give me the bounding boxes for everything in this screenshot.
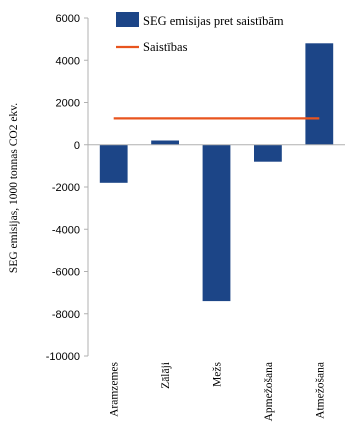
- y-tick-label: 0: [74, 140, 80, 152]
- bars-group: [99, 43, 334, 302]
- y-tick-label: 6000: [56, 13, 80, 25]
- y-tick-label: -2000: [52, 182, 80, 194]
- y-tick-label: 2000: [56, 98, 80, 110]
- y-tick-label: -10000: [46, 351, 80, 363]
- x-category-label: Mežs: [212, 361, 224, 386]
- legend: SEG emisijas pret saistībām Saistības: [116, 12, 284, 54]
- bar-aramzemes: [99, 144, 128, 183]
- bar-mežs: [202, 144, 231, 302]
- legend-swatch-bars: [116, 12, 139, 27]
- y-tick-label: -4000: [52, 224, 80, 236]
- x-category-labels: Aramzemes Zālāji Mežs Apmežošana Atmežošana: [109, 361, 327, 421]
- bar-zālāji: [151, 140, 179, 145]
- y-axis-label: SEG emisijas, 1000 tonnas CO2 ekv.: [8, 103, 20, 273]
- y-tick-label: 4000: [56, 55, 80, 67]
- x-category-label: Aramzemes: [109, 361, 121, 416]
- axes-group: [84, 17, 345, 357]
- x-category-label: Zālāji: [160, 362, 172, 389]
- x-category-label: Apmežošana: [263, 362, 275, 421]
- legend-label-line: Saistības: [143, 40, 188, 54]
- bar-atmežošana: [305, 43, 334, 145]
- legend-label-bars: SEG emisijas pret saistībām: [143, 14, 284, 28]
- y-tick-label: -6000: [52, 267, 80, 279]
- x-category-label: Atmežošana: [314, 362, 326, 419]
- bar-apmežošana: [254, 144, 282, 162]
- y-tick-label: -8000: [52, 309, 80, 321]
- y-tick-labels: 6000 4000 2000 0 -2000 -4000 -6000 -8000 -10000: [46, 13, 80, 363]
